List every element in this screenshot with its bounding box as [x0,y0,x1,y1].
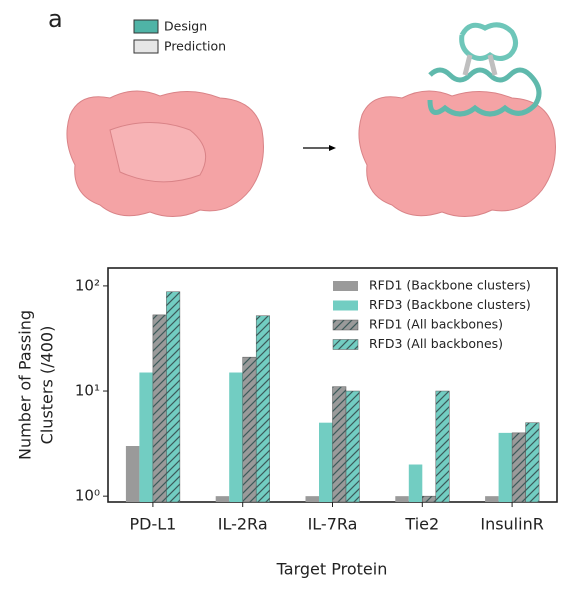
bar [511,432,526,503]
bar [229,372,243,502]
bar [395,496,409,502]
bar [166,291,181,503]
bar [242,356,257,503]
helices [427,22,542,117]
legend-swatch [333,300,358,311]
legend-label: RFD3 (Backbone clusters) [369,297,531,312]
bar [255,315,270,503]
legend-label: RFD1 (Backbone clusters) [369,278,531,293]
legend-swatch [333,281,358,291]
bar [408,464,423,502]
x-tick-label: IL-7Ra [308,515,358,534]
bar [422,495,437,503]
bar [332,386,347,503]
bar [485,496,499,502]
legend-label: RFD1 (All backbones) [369,317,503,332]
bar [319,422,333,502]
legend-label: Design [164,19,207,34]
legend-swatch [133,19,159,34]
protein-right [358,90,556,217]
bar [525,422,540,503]
y-tick-label: 10¹ [75,382,100,400]
bar [139,372,153,502]
legend-swatch [332,339,359,350]
y-axis-label: Clusters (/400) [38,326,57,445]
arrow [303,145,336,151]
bar [498,432,513,502]
bar [345,390,360,503]
legend-swatch [332,319,359,331]
bar [305,496,319,502]
x-axis-label: Target Protein [276,560,388,579]
bar [125,446,140,502]
x-tick-label: PD-L1 [129,515,176,534]
protein-left [66,90,264,217]
bar [152,314,167,503]
bar [435,390,450,503]
bar [215,496,230,502]
x-tick-label: Tie2 [404,515,439,534]
legend-label: Prediction [164,39,226,54]
legend-label: RFD3 (All backbones) [369,336,503,351]
panel-label: a [48,5,63,33]
y-axis-label: Number of Passing [16,310,35,460]
x-tick-label: InsulinR [480,515,543,534]
legend-swatch [133,39,159,54]
y-tick-label: 10⁰ [75,487,100,505]
y-tick-label: 10² [75,276,100,294]
x-tick-label: IL-2Ra [218,515,268,534]
